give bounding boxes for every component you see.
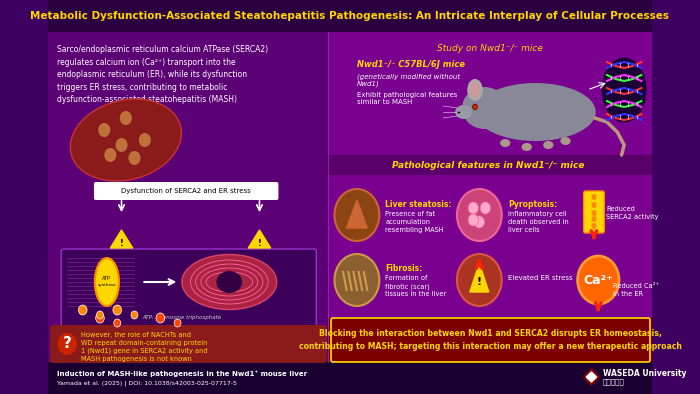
Text: Fibrosis:: Fibrosis: — [385, 264, 423, 273]
Circle shape — [98, 123, 111, 137]
FancyBboxPatch shape — [61, 249, 316, 327]
Text: ?: ? — [63, 336, 71, 351]
Circle shape — [335, 189, 379, 241]
Text: Reduced
SERCA2 activity: Reduced SERCA2 activity — [606, 206, 659, 220]
Ellipse shape — [500, 139, 510, 147]
Text: Yamada et al. (2025) | DOI: 10.1038/s42003-025-07717-5: Yamada et al. (2025) | DOI: 10.1038/s420… — [57, 380, 237, 385]
Circle shape — [116, 138, 127, 152]
Polygon shape — [584, 369, 599, 385]
Circle shape — [335, 254, 379, 306]
Circle shape — [113, 305, 122, 315]
Circle shape — [592, 210, 596, 216]
Circle shape — [474, 216, 484, 228]
FancyBboxPatch shape — [94, 182, 279, 200]
Text: Formation of
fibrotic (scar)
tissues in the liver: Formation of fibrotic (scar) tissues in … — [385, 275, 447, 297]
Circle shape — [78, 305, 87, 315]
Text: (genetically modified without
Nwd1): (genetically modified without Nwd1) — [357, 73, 460, 87]
FancyBboxPatch shape — [328, 318, 652, 362]
FancyBboxPatch shape — [584, 191, 604, 233]
Text: Exhibit pathological features
similar to MASH: Exhibit pathological features similar to… — [357, 92, 457, 105]
Text: Liver steatosis:: Liver steatosis: — [385, 200, 452, 209]
Text: ATP: ATP — [102, 275, 111, 281]
Text: WASEDA University: WASEDA University — [603, 368, 686, 377]
Polygon shape — [346, 200, 368, 228]
FancyBboxPatch shape — [328, 32, 652, 362]
Polygon shape — [248, 230, 271, 248]
FancyBboxPatch shape — [50, 325, 327, 363]
Text: !: ! — [477, 277, 482, 287]
Text: Elevated ER stress: Elevated ER stress — [508, 275, 573, 281]
FancyBboxPatch shape — [328, 155, 652, 175]
Ellipse shape — [182, 255, 276, 310]
Text: Sarco/endoplasmic reticulum calcium ATPase (SERCA2)
regulates calcium ion (Ca²⁺): Sarco/endoplasmic reticulum calcium ATPa… — [57, 45, 268, 104]
Ellipse shape — [543, 141, 554, 149]
Circle shape — [480, 202, 491, 214]
Text: Blocking the interaction between Nwd1 and SERCA2 disrupts ER homeostasis,
contri: Blocking the interaction between Nwd1 an… — [299, 329, 682, 351]
Circle shape — [473, 104, 477, 110]
Text: 早稲田大学: 早稲田大学 — [603, 379, 624, 385]
Circle shape — [156, 313, 164, 323]
Circle shape — [592, 216, 596, 222]
Polygon shape — [586, 372, 596, 382]
Circle shape — [468, 214, 479, 226]
Polygon shape — [111, 230, 133, 248]
Circle shape — [120, 111, 132, 125]
Text: !: ! — [120, 238, 123, 247]
Ellipse shape — [468, 79, 483, 101]
Circle shape — [104, 148, 116, 162]
Ellipse shape — [475, 83, 596, 141]
Circle shape — [578, 256, 619, 304]
Ellipse shape — [70, 99, 181, 181]
Text: Pathological features in Nwd1⁻/⁻ mice: Pathological features in Nwd1⁻/⁻ mice — [392, 160, 584, 169]
Circle shape — [96, 313, 104, 323]
Text: Pyroptosis:: Pyroptosis: — [508, 200, 557, 209]
Circle shape — [114, 319, 120, 327]
Circle shape — [128, 151, 141, 165]
Circle shape — [174, 319, 181, 327]
Text: Dysfunction of SERCA2 and ER stress: Dysfunction of SERCA2 and ER stress — [121, 188, 251, 194]
Circle shape — [131, 311, 138, 319]
Circle shape — [457, 254, 502, 306]
FancyBboxPatch shape — [48, 0, 652, 32]
Ellipse shape — [602, 58, 647, 123]
Text: ATP: Adenosine triphosphate: ATP: Adenosine triphosphate — [142, 316, 221, 320]
Text: Ca²⁺: Ca²⁺ — [583, 273, 613, 286]
Circle shape — [592, 202, 596, 208]
Circle shape — [57, 333, 77, 355]
Circle shape — [592, 194, 596, 200]
Polygon shape — [470, 263, 489, 292]
Ellipse shape — [522, 143, 532, 151]
Ellipse shape — [216, 271, 242, 293]
Circle shape — [457, 189, 502, 241]
Text: Reduced Ca²⁺
in the ER: Reduced Ca²⁺ in the ER — [613, 283, 659, 297]
Ellipse shape — [561, 137, 570, 145]
Text: !: ! — [258, 238, 261, 247]
Circle shape — [97, 311, 104, 319]
Text: Metabolic Dysfunction-Associated Steatohepatitis Pathogenesis: An Intricate Inte: Metabolic Dysfunction-Associated Steatoh… — [31, 11, 669, 21]
FancyBboxPatch shape — [48, 32, 328, 362]
Text: Nwd1⁻/⁻ C57BL/6J mice: Nwd1⁻/⁻ C57BL/6J mice — [357, 60, 465, 69]
Ellipse shape — [455, 105, 472, 119]
Text: Inflammatory cell
death observed in
liver cells: Inflammatory cell death observed in live… — [508, 211, 568, 233]
Ellipse shape — [94, 258, 119, 306]
Text: synthase: synthase — [97, 283, 116, 287]
Circle shape — [592, 223, 596, 229]
Ellipse shape — [462, 87, 507, 129]
Text: Study on Nwd1⁻/⁻ mice: Study on Nwd1⁻/⁻ mice — [437, 44, 542, 53]
Text: Presence of fat
accumulation
resembling MASH: Presence of fat accumulation resembling … — [385, 211, 444, 233]
Text: Induction of MASH-like pathogenesis in the Nwd1⁺ mouse liver: Induction of MASH-like pathogenesis in t… — [57, 370, 307, 377]
Text: However, the role of NACHTs and
WD repeat domain-containing protein
1 (Nwd1) gen: However, the role of NACHTs and WD repea… — [81, 332, 208, 362]
Ellipse shape — [470, 82, 480, 98]
Circle shape — [468, 202, 479, 214]
Circle shape — [139, 133, 150, 147]
FancyBboxPatch shape — [48, 362, 652, 394]
